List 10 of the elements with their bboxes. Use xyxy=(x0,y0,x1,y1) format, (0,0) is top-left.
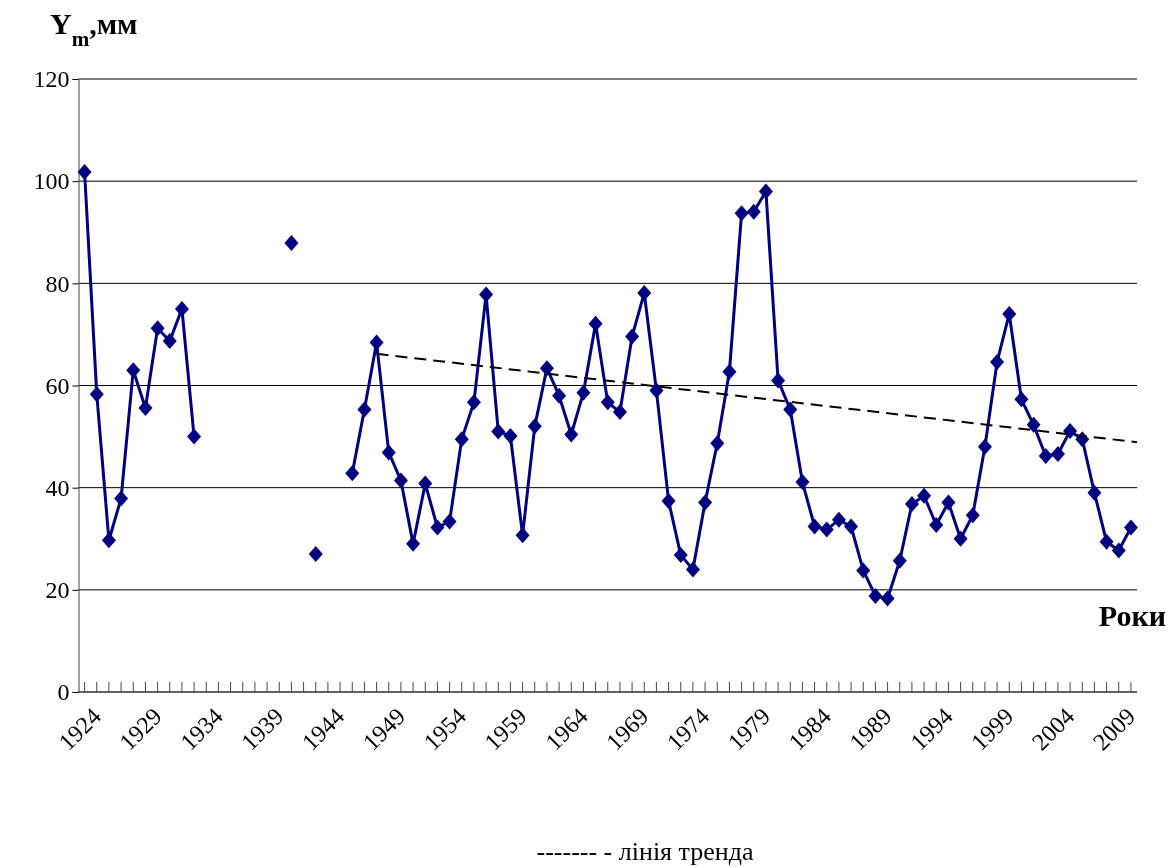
y-tick-label: 60 xyxy=(45,372,70,399)
x-axis-title: Роки xyxy=(1098,599,1166,632)
y-axis-title: Y$_{m}$,мм xyxy=(50,7,138,51)
y-tick-label: 120 xyxy=(33,66,70,93)
text: ------- - лінія тренда xyxy=(536,837,754,866)
y-tick-label: 40 xyxy=(45,474,70,501)
y-tick-label: 80 xyxy=(45,270,70,297)
y-tick-label: 0 xyxy=(57,679,70,706)
y-tick-label: 100 xyxy=(33,168,70,195)
y-tick-label: 20 xyxy=(45,577,70,604)
